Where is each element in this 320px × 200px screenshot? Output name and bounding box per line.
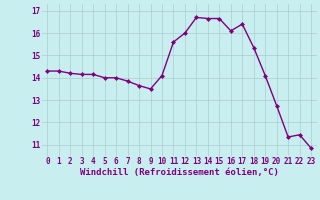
X-axis label: Windchill (Refroidissement éolien,°C): Windchill (Refroidissement éolien,°C) bbox=[80, 168, 279, 177]
